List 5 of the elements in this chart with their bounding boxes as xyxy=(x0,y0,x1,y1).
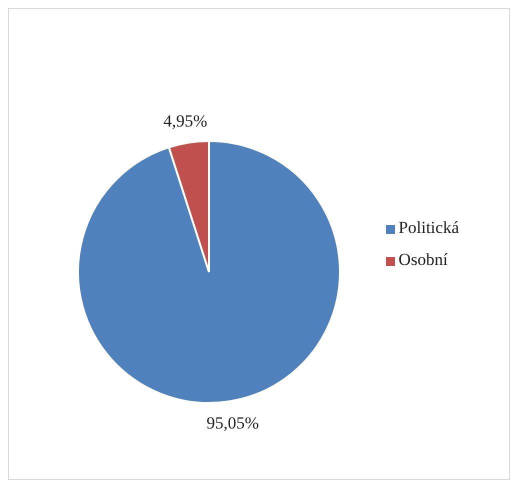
data-label: 95,05% xyxy=(206,414,259,433)
data-label: 4,95% xyxy=(163,111,208,130)
legend-label: Politická xyxy=(398,218,459,237)
legend-label: Osobní xyxy=(398,250,448,269)
pie-slice xyxy=(77,140,341,404)
